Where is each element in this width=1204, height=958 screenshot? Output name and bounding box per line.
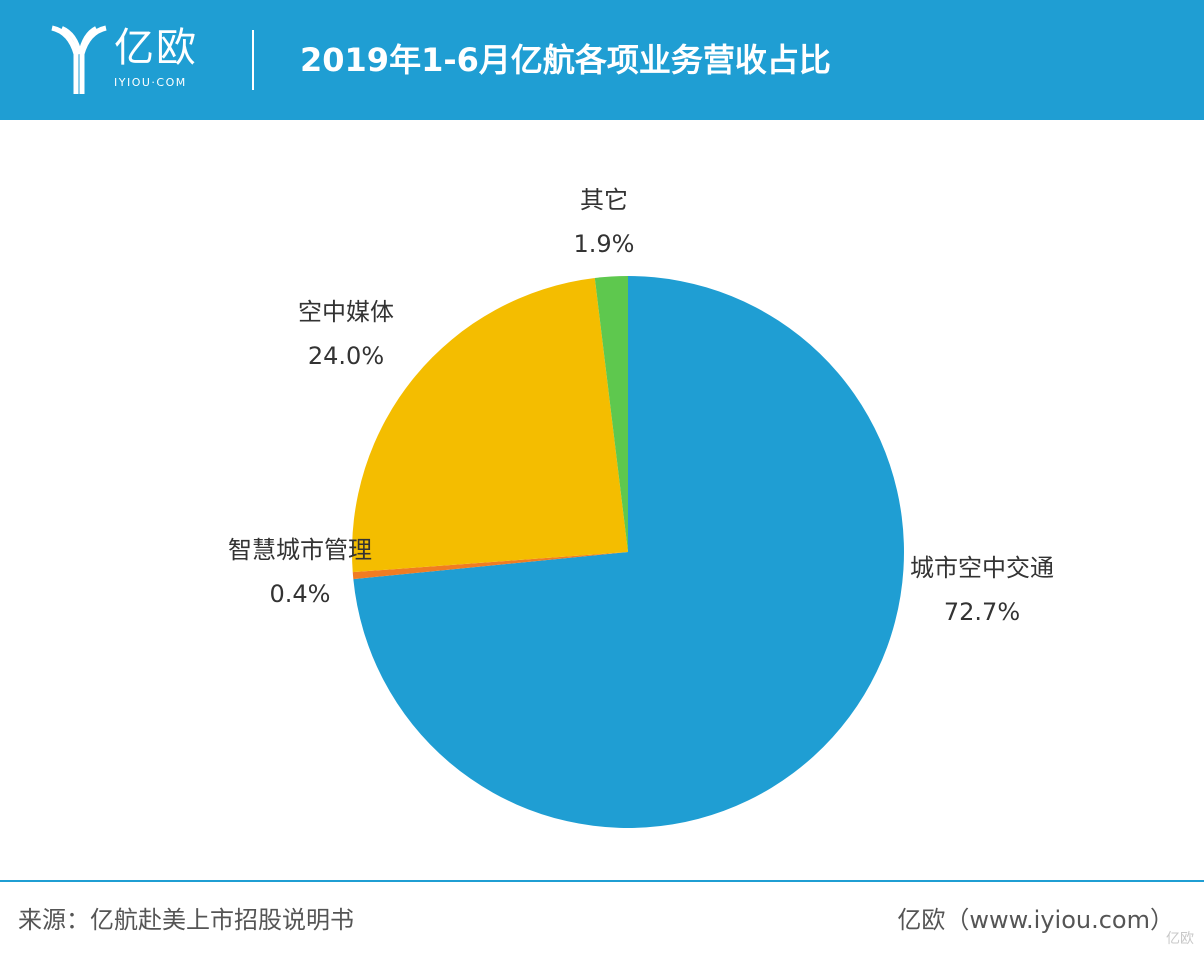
pie-labels: 城市空中交通 72.7% 智慧城市管理 0.4% 空中媒体 24.0% 其它 1.9% bbox=[228, 186, 1054, 626]
logo-y-icon bbox=[51, 25, 107, 94]
slice-label-2: 智慧城市管理 bbox=[228, 536, 372, 564]
slice-value-1: 72.7% bbox=[944, 598, 1020, 626]
header-divider bbox=[252, 30, 254, 90]
slice-value-3: 24.0% bbox=[308, 342, 384, 370]
source-note: 来源：亿航赴美上市招股说明书 bbox=[18, 906, 354, 934]
pie-chart: 城市空中交通 72.7% 智慧城市管理 0.4% 空中媒体 24.0% 其它 1.9% bbox=[228, 186, 1054, 828]
logo[interactable]: 亿欧 IYIOU·COM bbox=[48, 24, 208, 96]
pie-slice-1[interactable] bbox=[353, 276, 904, 828]
credit-link[interactable]: 亿欧（www.iyiou.com） bbox=[897, 906, 1174, 934]
slice-value-4: 1.9% bbox=[574, 230, 635, 258]
pie-slice-2[interactable] bbox=[352, 552, 628, 580]
page-title: 2019年1-6月亿航各项业务营收占比 bbox=[300, 41, 831, 79]
watermark: 亿欧 bbox=[1166, 931, 1194, 947]
pie-slice-4[interactable] bbox=[594, 276, 628, 552]
footer-divider bbox=[0, 880, 1204, 882]
logo-text: 亿欧 bbox=[114, 25, 198, 71]
slice-label-1: 城市空中交通 bbox=[910, 554, 1054, 582]
slice-value-2: 0.4% bbox=[270, 580, 331, 608]
pie-slices bbox=[351, 276, 904, 828]
logo-subtext: IYIOU·COM bbox=[114, 76, 187, 89]
slice-label-3: 空中媒体 bbox=[298, 298, 394, 326]
header-bar: 亿欧 IYIOU·COM 2019年1-6月亿航各项业务营收占比 bbox=[0, 0, 1204, 120]
slice-label-4: 其它 bbox=[580, 186, 628, 214]
pie-slice-3[interactable] bbox=[351, 278, 628, 573]
